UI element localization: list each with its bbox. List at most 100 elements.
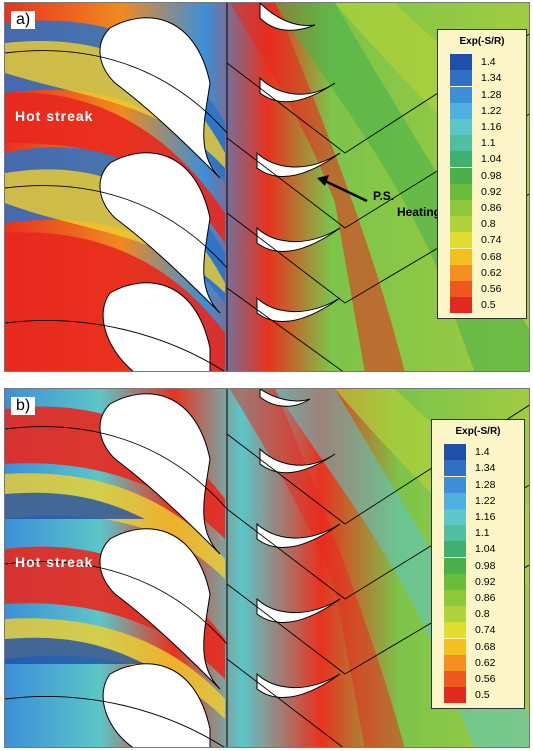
legend-value: 0.92 bbox=[475, 575, 496, 588]
legend-swatch bbox=[444, 508, 466, 526]
legend-value: 1.34 bbox=[475, 462, 496, 475]
legend-entry: 0.8 bbox=[444, 606, 490, 623]
legend-swatch bbox=[450, 102, 472, 119]
legend-value: 1.1 bbox=[481, 137, 496, 150]
annotation-heating: Heating bbox=[397, 205, 442, 219]
legend-swatch bbox=[450, 248, 472, 265]
panel-label-b: b) bbox=[11, 397, 36, 415]
panel-a: a) Hot streak P.S. Heating Exp(-S/R) 1.4… bbox=[4, 2, 530, 372]
legend-swatch bbox=[444, 654, 466, 671]
legend-swatch bbox=[444, 687, 466, 704]
legend-entry: 0.56 bbox=[444, 670, 496, 688]
legend-entry: 0.74 bbox=[450, 232, 502, 249]
legend-entry: 1.22 bbox=[450, 102, 502, 119]
legend-swatch bbox=[444, 525, 466, 542]
legend-swatch bbox=[444, 557, 466, 574]
legend-value: 0.68 bbox=[481, 250, 502, 263]
legend-entry: 1.4 bbox=[450, 54, 496, 71]
panel-label-a: a) bbox=[11, 11, 36, 29]
legend-entry: 1.04 bbox=[450, 151, 502, 168]
legend-swatch bbox=[444, 492, 466, 509]
legend-title-a: Exp(-S/R) bbox=[459, 36, 505, 47]
legend-value: 0.56 bbox=[481, 282, 502, 295]
legend-entry: 0.5 bbox=[450, 297, 496, 314]
legend-entry: 0.92 bbox=[444, 573, 496, 590]
legend-swatch bbox=[444, 573, 466, 590]
legend-entry: 1.16 bbox=[450, 118, 502, 136]
legend-value: 1.28 bbox=[481, 88, 502, 101]
colorbar-legend-a: Exp(-S/R) 1.4 1.34 1.28 1.22 1.16 1.1 1.04 0.98… bbox=[437, 29, 527, 319]
legend-value: 0.74 bbox=[481, 234, 502, 247]
legend-swatch bbox=[450, 151, 472, 168]
legend-value: 1.4 bbox=[481, 56, 496, 69]
legend-entry: 0.5 bbox=[444, 687, 490, 704]
legend-value: 0.62 bbox=[475, 656, 496, 669]
legend-entry: 0.62 bbox=[444, 654, 496, 671]
legend-entry: 0.92 bbox=[450, 183, 501, 200]
legend-swatch bbox=[450, 183, 472, 200]
legend-entry: 1.22 bbox=[444, 492, 495, 509]
legend-value: 0.74 bbox=[475, 624, 496, 637]
legend-swatch bbox=[444, 606, 466, 623]
legend-value: 1.04 bbox=[475, 543, 496, 556]
legend-value: 0.56 bbox=[475, 672, 496, 685]
legend-value: 1.4 bbox=[475, 446, 490, 459]
hot-streak-label-a: Hot streak bbox=[15, 108, 94, 124]
legend-entry: 1.1 bbox=[450, 135, 496, 152]
legend-swatch bbox=[450, 280, 472, 298]
legend-value: 0.98 bbox=[475, 559, 496, 572]
legend-swatch bbox=[444, 444, 466, 461]
legend-value: 0.62 bbox=[481, 266, 502, 279]
legend-entry: 1.4 bbox=[444, 444, 490, 461]
legend-value: 0.8 bbox=[475, 608, 490, 621]
legend-swatch bbox=[450, 199, 472, 217]
hot-streak-label-b: Hot streak bbox=[15, 554, 94, 570]
legend-value: 0.98 bbox=[481, 169, 502, 182]
legend-entry: 1.34 bbox=[450, 70, 502, 87]
legend-swatch bbox=[450, 216, 472, 233]
legend-entry: 0.68 bbox=[444, 638, 495, 655]
legend-value: 1.16 bbox=[475, 510, 496, 523]
legend-value: 0.5 bbox=[481, 299, 496, 312]
legend-swatch bbox=[444, 460, 466, 477]
legend-entry: 1.28 bbox=[450, 86, 502, 103]
legend-swatch bbox=[450, 167, 472, 184]
legend-entry: 0.86 bbox=[444, 589, 496, 607]
legend-value: 1.1 bbox=[475, 527, 490, 540]
legend-swatch bbox=[450, 70, 472, 87]
legend-entry: 1.1 bbox=[444, 525, 490, 542]
legend-entry: 0.98 bbox=[444, 557, 496, 574]
legend-value: 1.34 bbox=[481, 72, 502, 85]
legend-value: 0.86 bbox=[475, 591, 496, 604]
annotation-arrow bbox=[324, 179, 368, 203]
legend-value: 1.16 bbox=[481, 120, 502, 133]
colorbar-legend-b: Exp(-S/R) 1.4 1.34 1.28 1.22 1.16 1.1 1.04 0.98… bbox=[431, 419, 525, 709]
legend-swatch bbox=[450, 232, 472, 249]
legend-swatch bbox=[444, 670, 466, 688]
panel-b: b) Hot streak Exp(-S/R) 1.4 1.34 1.28 1.22 1… bbox=[4, 388, 530, 748]
legend-swatch bbox=[450, 118, 472, 136]
legend-value: 0.8 bbox=[481, 218, 496, 231]
legend-swatch bbox=[450, 297, 472, 314]
legend-entry: 0.98 bbox=[450, 167, 502, 184]
legend-swatch bbox=[444, 541, 466, 558]
legend-value: 1.22 bbox=[481, 104, 502, 117]
legend-value: 0.86 bbox=[481, 201, 502, 214]
legend-swatch bbox=[444, 476, 466, 493]
legend-swatch bbox=[444, 622, 466, 639]
legend-value: 1.04 bbox=[481, 153, 502, 166]
legend-entry: 1.34 bbox=[444, 460, 496, 477]
legend-swatch bbox=[450, 135, 472, 152]
legend-value: 0.5 bbox=[475, 689, 490, 702]
legend-entry: 0.86 bbox=[450, 199, 502, 217]
legend-entry: 0.8 bbox=[450, 216, 496, 233]
legend-entry: 1.16 bbox=[444, 508, 496, 526]
legend-entry: 0.68 bbox=[450, 248, 502, 265]
legend-entry: 0.62 bbox=[450, 264, 502, 281]
legend-entry: 1.04 bbox=[444, 541, 496, 558]
legend-title-b: Exp(-S/R) bbox=[455, 426, 501, 437]
legend-swatch bbox=[450, 264, 472, 281]
annotation-ps: P.S. bbox=[373, 189, 395, 203]
legend-swatch bbox=[450, 54, 472, 71]
legend-entry: 0.56 bbox=[450, 280, 502, 298]
